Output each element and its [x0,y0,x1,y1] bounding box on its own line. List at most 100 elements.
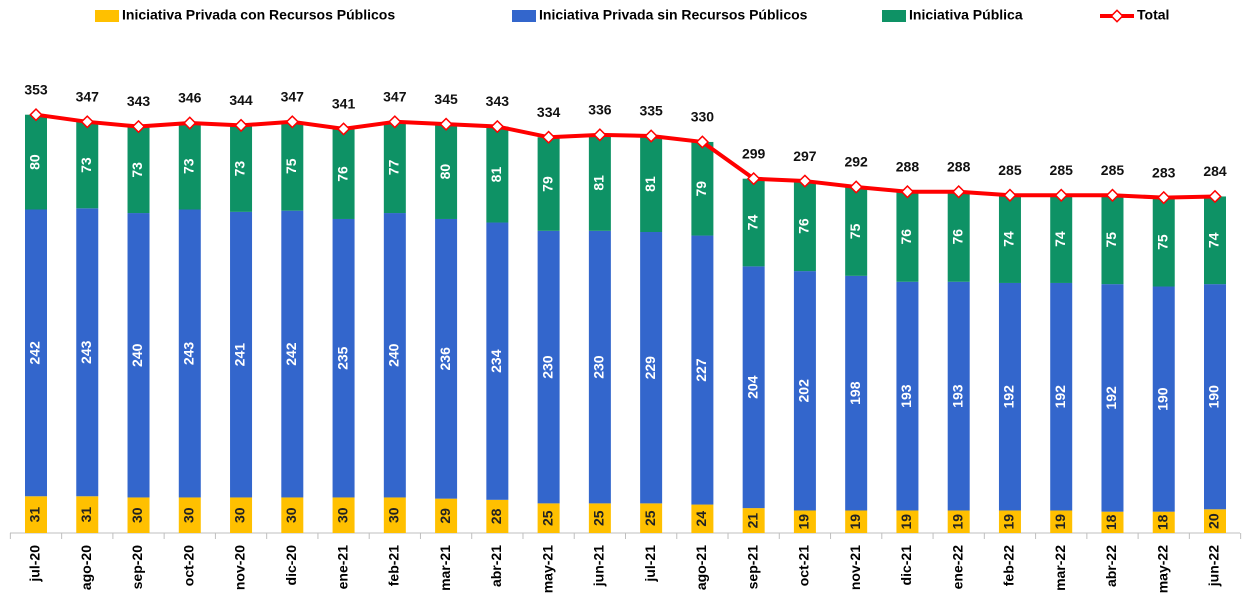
data-label: 76 [334,166,350,182]
bar-segment [383,121,406,214]
bar-segment [640,503,663,533]
bar-segment [947,191,970,282]
data-label: 75 [283,158,299,174]
total-label: 343 [486,93,510,109]
data-label: 29 [437,508,453,524]
total-marker [1157,190,1171,205]
total-marker [951,185,966,199]
data-label: 192 [1001,385,1017,409]
data-label: 31 [27,507,43,523]
data-label: 202 [796,379,812,403]
total-label: 347 [76,89,100,105]
total-label: 284 [1203,163,1227,179]
data-label: 25 [591,510,607,526]
total-label: 335 [639,103,663,119]
bar-segment [845,510,868,533]
total-line [35,112,1216,200]
bar-segment [588,230,611,504]
data-label: 19 [847,514,863,530]
bar-segment [1101,195,1124,285]
bar-segment [1152,511,1175,533]
x-tick-label: jul-21 [642,545,658,583]
data-label: 20 [1206,513,1222,529]
total-marker [1105,188,1120,202]
total-marker [80,115,94,129]
bar-segment [998,282,1021,511]
total-marker [1054,188,1068,202]
data-label: 80 [437,164,453,180]
data-label: 236 [437,347,453,371]
bar-segment [1204,196,1226,285]
x-tick-label: abr-21 [488,545,504,587]
bar-segment [230,497,253,533]
data-label: 76 [796,218,812,234]
bar-segment [1101,511,1124,533]
data-label: 30 [386,507,402,523]
x-tick-label: sep-20 [129,545,145,590]
data-label: 235 [334,346,350,370]
data-label: 193 [949,384,965,408]
bar-segment [896,281,919,511]
total-marker [644,129,658,143]
data-label: 81 [488,167,504,183]
total-marker [29,107,43,122]
x-tick-label: nov-21 [847,545,863,590]
data-label: 192 [1103,386,1119,410]
total-marker [234,118,248,133]
total-marker [439,117,453,131]
total-label: 345 [434,91,458,107]
bar-segment [537,137,560,231]
bar-segment [691,504,714,533]
total-label: 347 [281,89,305,105]
total-marker [490,119,505,134]
total-label: 344 [229,92,253,108]
total-label: 283 [1152,164,1176,180]
data-label: 30 [283,507,299,523]
bar-segment [998,510,1021,533]
data-label: 230 [591,355,607,379]
bar-segment [76,121,99,209]
total-marker [849,180,863,194]
data-label: 30 [180,507,196,523]
bar-segment [896,510,919,533]
data-label: 74 [1001,231,1017,247]
total-label: 343 [127,93,151,109]
bar-segment [1050,510,1073,533]
bar-segment [435,124,458,219]
total-label: 292 [844,154,868,170]
x-tick-label: feb-22 [1001,545,1017,586]
bar-segment [127,497,150,533]
bar-segment [537,230,560,504]
data-label: 18 [1103,514,1119,530]
data-label: 77 [386,159,402,175]
data-label: 30 [129,507,145,523]
bar-segment [640,232,663,504]
legend-label: Iniciativa Pública [909,7,1023,23]
data-label: 79 [693,181,709,197]
bar-segment [1152,197,1175,287]
bar-segment [25,114,47,210]
bar-segment [383,497,406,533]
data-label: 79 [539,176,555,192]
bar-segment [435,498,458,533]
x-tick-label: ene-21 [334,545,350,590]
data-label: 25 [539,510,555,526]
data-label: 74 [1052,231,1068,247]
data-label: 76 [949,229,965,245]
data-label: 234 [488,349,504,373]
total-label: 288 [896,158,920,174]
data-label: 81 [642,176,658,192]
data-label: 73 [232,161,248,177]
bar-segment [742,178,765,267]
legend-swatch [882,10,906,22]
total-marker [593,128,607,142]
data-label: 73 [129,162,145,178]
data-label: 192 [1052,385,1068,409]
bar-segment [25,496,47,533]
data-label: 204 [744,375,760,399]
bar-segment [281,497,304,533]
legend-swatch [512,10,536,22]
legend-label: Total [1137,7,1169,23]
total-marker [285,115,300,129]
x-tick-label: dic-20 [283,545,299,586]
